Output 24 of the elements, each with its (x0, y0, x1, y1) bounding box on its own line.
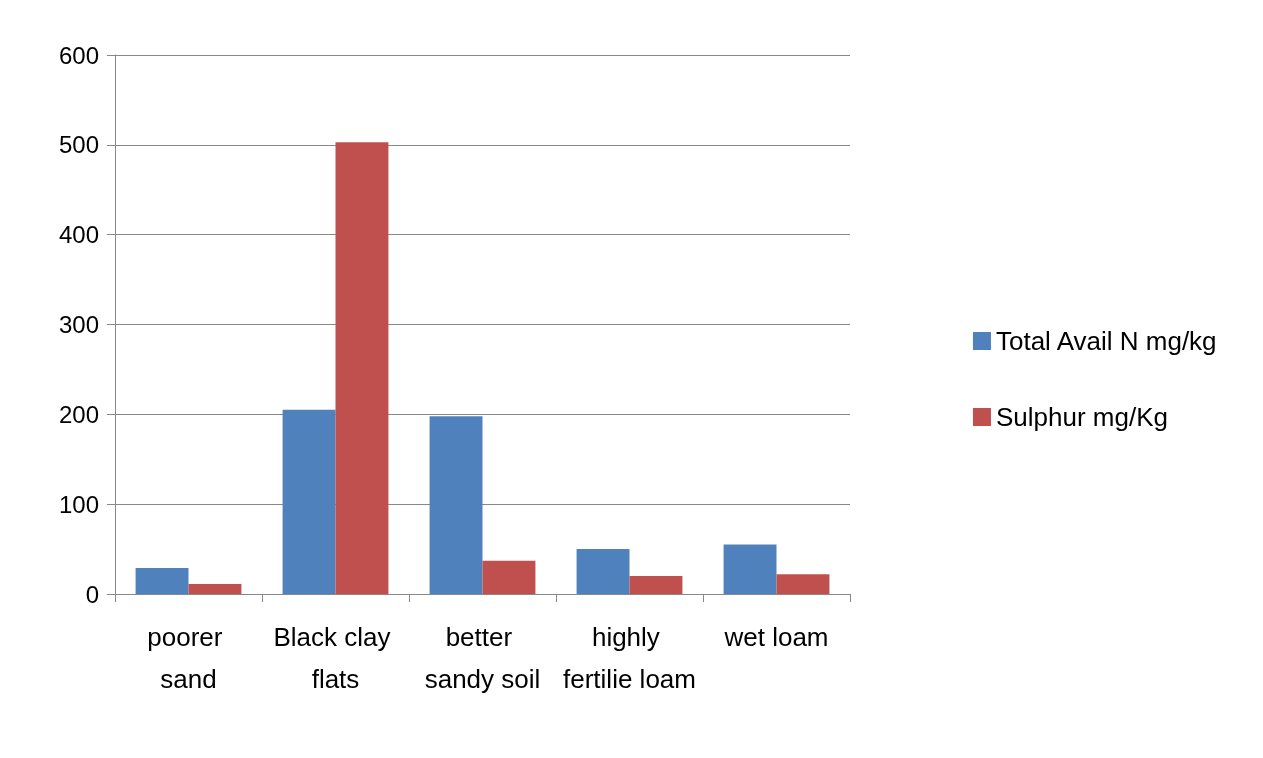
bar (335, 142, 389, 594)
bar (282, 409, 336, 594)
bar (188, 584, 242, 594)
bar (723, 544, 777, 594)
bar (482, 560, 536, 594)
y-tick-label: 300 (58, 311, 99, 338)
bar (429, 416, 483, 594)
legend-label: Total Avail N mg/kg (995, 326, 1217, 356)
bar (776, 574, 830, 594)
x-tick-label: better sandy soil (424, 622, 541, 694)
x-tick-label: poorer sand (147, 622, 230, 694)
y-tick-label: 600 (58, 41, 99, 69)
y-tick-label: 400 (58, 221, 99, 249)
x-tick-label: wet loam (723, 622, 829, 652)
y-tick-label: 0 (85, 580, 99, 608)
y-tick-label: 100 (58, 490, 99, 518)
x-tick-label: highly fertilie loam (563, 622, 696, 694)
y-tick-label: 200 (58, 400, 99, 428)
bar (135, 567, 189, 594)
bar (576, 549, 630, 594)
x-tick-label: Black clay flats (273, 622, 398, 694)
bar (629, 576, 683, 594)
legend-label: Sulphur mg/Kg (995, 402, 1168, 432)
y-tick-label: 500 (58, 131, 99, 159)
